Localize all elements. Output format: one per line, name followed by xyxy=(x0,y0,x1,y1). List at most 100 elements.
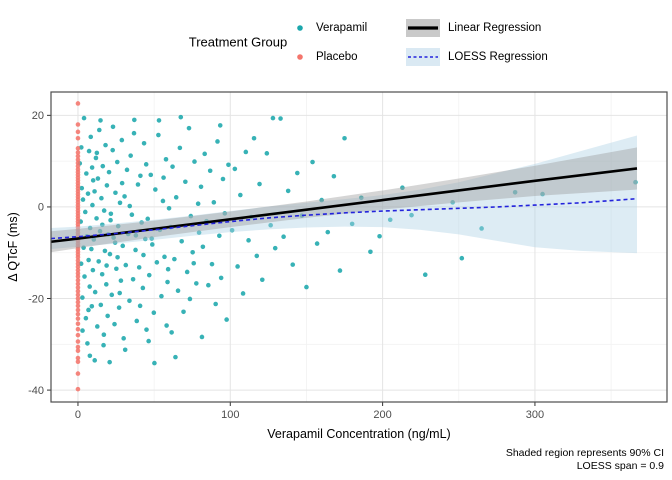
scatter-point-verapamil xyxy=(141,140,147,146)
scatter-point-placebo xyxy=(75,122,81,127)
scatter-point-verapamil xyxy=(134,318,140,324)
scatter-point-verapamil xyxy=(192,159,197,164)
scatter-point-verapamil xyxy=(123,262,129,268)
scatter-point-verapamil xyxy=(79,185,85,191)
scatter-point-verapamil xyxy=(184,269,190,275)
scatter-point-verapamil xyxy=(87,284,92,289)
scatter-point-verapamil xyxy=(295,170,300,176)
scatter-point-verapamil xyxy=(191,260,197,266)
y-tick-label: 0 xyxy=(38,202,44,214)
scatter-point-verapamil xyxy=(102,248,108,254)
y-tick-label: 20 xyxy=(32,110,44,122)
scatter-point-placebo xyxy=(75,274,81,279)
scatter-point-placebo xyxy=(75,339,81,344)
scatter-point-verapamil xyxy=(120,243,126,249)
caption-line-2: LOESS span = 0.9 xyxy=(577,460,664,472)
scatter-point-verapamil xyxy=(165,279,170,285)
scatter-point-verapamil xyxy=(84,171,89,176)
x-tick-label: 300 xyxy=(526,409,544,421)
scatter-point-placebo xyxy=(75,371,81,376)
scatter-point-verapamil xyxy=(107,359,112,365)
scatter-point-verapamil xyxy=(160,198,166,204)
scatter-point-verapamil xyxy=(202,151,207,157)
scatter-point-verapamil xyxy=(112,321,117,327)
scatter-point-verapamil xyxy=(358,195,364,201)
scatter-point-placebo xyxy=(75,101,81,106)
scatter-point-verapamil xyxy=(331,173,337,179)
scatter-point-verapamil xyxy=(92,358,98,363)
scatter-point-verapamil xyxy=(264,151,270,156)
scatter-point-verapamil xyxy=(186,125,192,131)
scatter-point-verapamil xyxy=(89,246,94,252)
scatter-point-verapamil xyxy=(143,162,149,167)
scatter-point-verapamil xyxy=(82,209,88,215)
legend-label-verapamil: Verapamil xyxy=(316,22,367,34)
legend-label-linear: Linear Regression xyxy=(448,22,541,34)
scatter-point-verapamil xyxy=(187,296,193,302)
scatter-point-verapamil xyxy=(114,159,120,165)
scatter-point-verapamil xyxy=(195,201,201,207)
scatter-point-verapamil xyxy=(226,162,231,168)
scatter-point-verapamil xyxy=(90,202,95,208)
scatter-point-verapamil xyxy=(110,124,116,130)
scatter-point-verapamil xyxy=(85,341,90,346)
scatter-point-verapamil xyxy=(111,235,116,240)
scatter-point-placebo xyxy=(75,348,81,354)
legend-label-placebo: Placebo xyxy=(316,51,358,63)
ci-band-linear xyxy=(51,147,637,253)
scatter-point-placebo xyxy=(75,281,81,287)
scatter-point-verapamil xyxy=(368,249,373,255)
scatter-point-placebo xyxy=(75,258,81,263)
x-axis-title: Verapamil Concentration (ng/mL) xyxy=(267,427,450,441)
scatter-point-verapamil xyxy=(108,217,113,223)
scatter-point-verapamil xyxy=(257,181,262,187)
scatter-point-verapamil xyxy=(163,157,169,162)
scatter-point-placebo xyxy=(75,299,81,305)
scatter-point-verapamil xyxy=(251,135,257,141)
scatter-point-verapamil xyxy=(130,276,136,282)
legend-title: Treatment Group xyxy=(189,35,288,50)
scatter-point-placebo xyxy=(75,355,81,361)
scatter-point-verapamil xyxy=(107,251,113,257)
scatter-point-verapamil xyxy=(101,332,107,337)
legend-dot-verapamil-icon xyxy=(297,25,303,31)
scatter-point-verapamil xyxy=(377,233,382,239)
scatter-point-placebo xyxy=(75,261,81,267)
scatter-point-placebo xyxy=(75,271,81,276)
scatter-point-placebo xyxy=(75,332,81,338)
scatter-point-placebo xyxy=(75,255,81,260)
scatter-point-verapamil xyxy=(213,301,218,307)
legend-dot-placebo-icon xyxy=(297,54,303,60)
scatter-point-verapamil xyxy=(94,216,99,221)
scatter-point-verapamil xyxy=(97,228,103,234)
scatter-point-verapamil xyxy=(81,115,87,121)
scatter-point-verapamil xyxy=(146,272,152,278)
scatter-point-verapamil xyxy=(95,324,100,329)
scatter-point-verapamil xyxy=(127,298,132,304)
scatter-point-verapamil xyxy=(400,185,405,191)
caption-line-1: Shaded region represents 90% CI xyxy=(506,447,664,459)
scatter-point-placebo xyxy=(75,163,81,169)
scatter-point-verapamil xyxy=(113,190,118,196)
scatter-point-verapamil xyxy=(80,328,85,333)
scatter-point-verapamil xyxy=(206,282,211,288)
scatter-point-verapamil xyxy=(222,211,228,216)
scatter-point-verapamil xyxy=(128,153,133,158)
scatter-point-placebo xyxy=(75,307,81,313)
gridlines-minor xyxy=(51,92,667,402)
scatter-point-verapamil xyxy=(100,163,106,169)
scatter-point-verapamil xyxy=(118,278,124,283)
scatter-point-verapamil xyxy=(136,265,142,270)
scatter-point-verapamil xyxy=(196,230,202,235)
scatter-point-verapamil xyxy=(211,200,217,205)
scatter-point-placebo xyxy=(75,326,81,332)
scatter-point-verapamil xyxy=(152,360,157,366)
x-tick-label: 100 xyxy=(221,409,239,421)
scatter-point-verapamil xyxy=(188,213,194,219)
scatter-point-verapamil xyxy=(119,137,125,143)
scatter-point-verapamil xyxy=(179,238,184,244)
scatter-point-verapamil xyxy=(156,118,162,123)
scatter-point-verapamil xyxy=(173,354,178,360)
scatter-point-verapamil xyxy=(87,353,93,359)
scatter-point-placebo xyxy=(75,160,81,166)
